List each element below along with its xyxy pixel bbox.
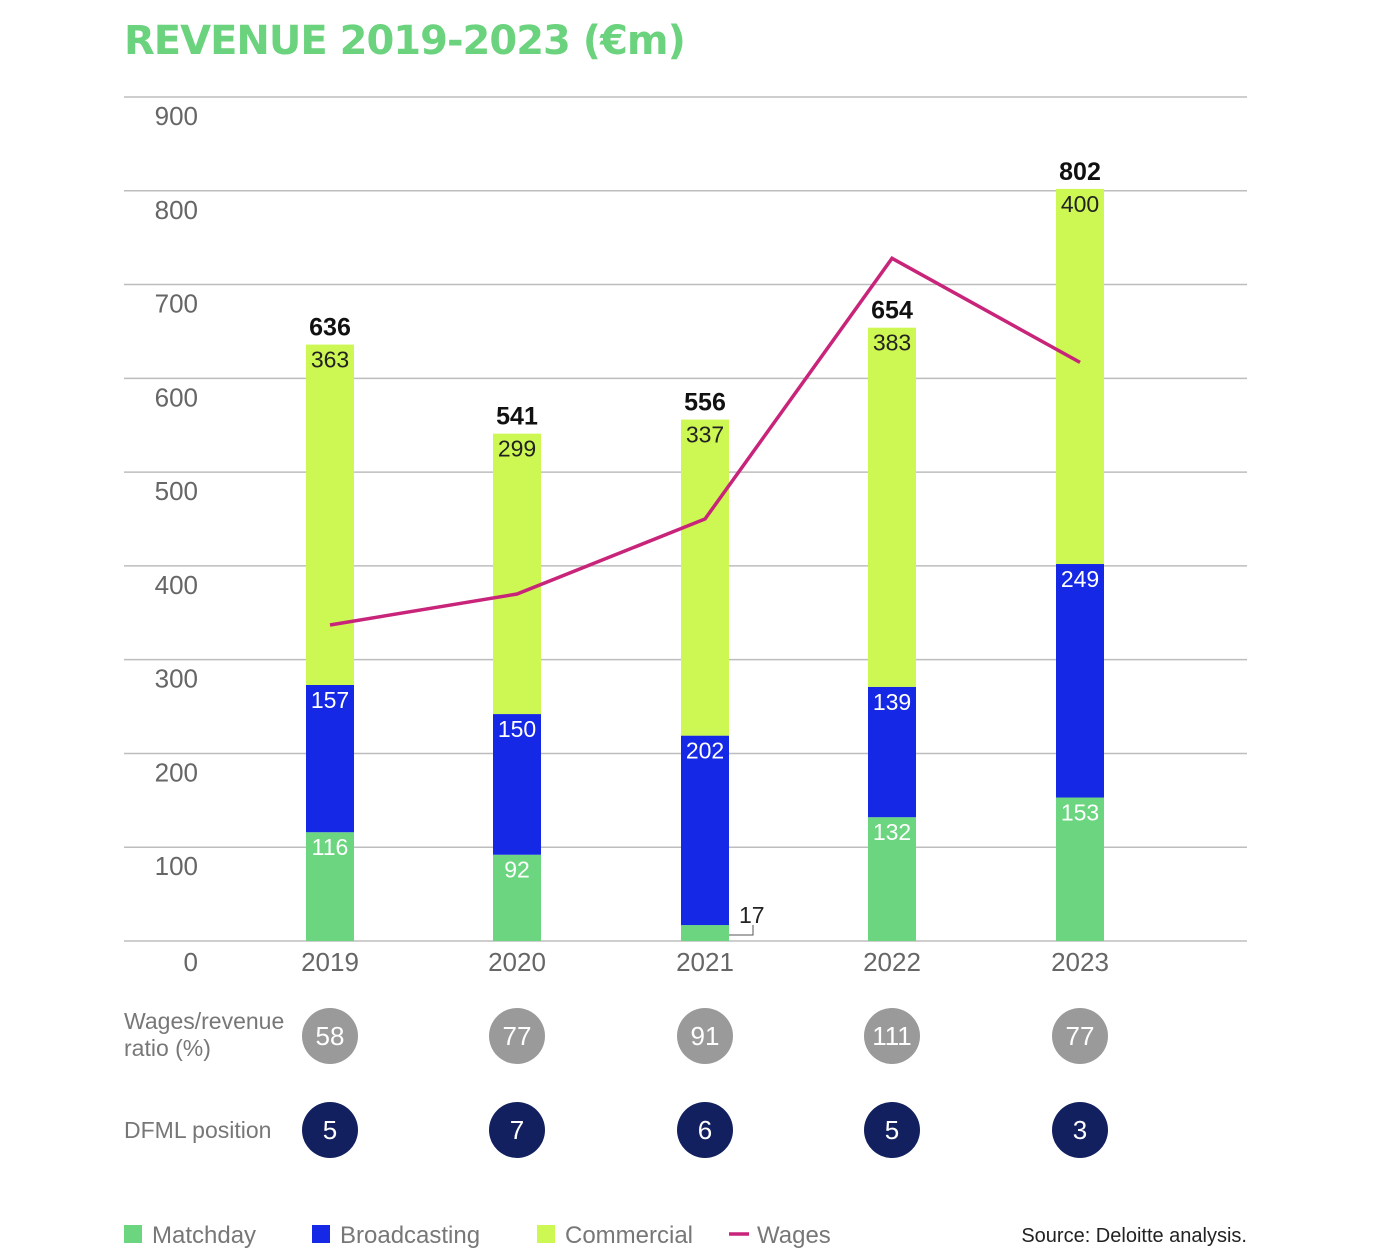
- x-tick-label: 2020: [488, 947, 546, 977]
- y-tick-label: 800: [155, 195, 198, 225]
- chart-title: REVENUE 2019-2023 (€m): [124, 18, 686, 64]
- y-tick-label: 100: [155, 851, 198, 881]
- dfml-position-value: 5: [885, 1115, 899, 1145]
- y-tick-label: 300: [155, 664, 198, 694]
- wages-ratio-label: ratio (%): [124, 1035, 211, 1061]
- x-tick-label: 2021: [676, 947, 734, 977]
- x-tick-label: 2019: [301, 947, 359, 977]
- wages-ratio-badge: [1052, 1008, 1108, 1064]
- source-note: Source: Deloitte analysis.: [1021, 1225, 1247, 1247]
- dfml-position-value: 7: [510, 1115, 524, 1145]
- wages-ratio-value: 111: [872, 1021, 912, 1051]
- dfml-position-badge: [864, 1102, 920, 1158]
- bar-segment-commercial: [493, 433, 541, 715]
- segment-value-label: 116: [312, 834, 349, 860]
- total-value-label: 654: [871, 297, 913, 325]
- y-tick-label: 900: [155, 101, 198, 131]
- segment-value-label: 363: [311, 347, 349, 373]
- bar-segment-matchday: [681, 925, 729, 941]
- segment-value-label: 92: [504, 857, 530, 883]
- wages-ratio-badge: [302, 1008, 358, 1064]
- y-tick-label: 0: [184, 947, 198, 977]
- y-tick-label: 600: [155, 382, 198, 412]
- bar-segment-commercial: [306, 344, 354, 685]
- bar-segment-matchday: [306, 832, 354, 941]
- segment-value-label: 139: [873, 689, 911, 715]
- dfml-position-value: 5: [323, 1115, 337, 1145]
- segment-value-label: 249: [1061, 566, 1099, 592]
- callout-line: [729, 925, 754, 936]
- segment-value-label: 153: [1061, 800, 1099, 826]
- bar-segment-commercial: [681, 419, 729, 736]
- wages-ratio-value: 91: [691, 1021, 720, 1051]
- dfml-position-badge: [1052, 1102, 1108, 1158]
- bar-segment-broadcasting: [1056, 564, 1104, 798]
- dfml-position-badge: [677, 1102, 733, 1158]
- y-tick-label: 400: [155, 570, 198, 600]
- segment-value-label: 383: [873, 330, 911, 356]
- dfml-position-badge: [489, 1102, 545, 1158]
- bar-segment-broadcasting: [868, 686, 916, 818]
- legend-label: Commercial: [565, 1222, 693, 1249]
- y-tick-label: 700: [155, 289, 198, 319]
- legend-swatch-broadcasting: [312, 1225, 330, 1243]
- x-tick-label: 2022: [863, 947, 921, 977]
- dfml-position-badge: [302, 1102, 358, 1158]
- wages-ratio-value: 77: [503, 1021, 532, 1051]
- total-value-label: 541: [496, 403, 538, 431]
- segment-value-label: 202: [686, 738, 724, 764]
- legend-swatch-commercial: [537, 1225, 555, 1243]
- wages-ratio-badge: [489, 1008, 545, 1064]
- bar-segment-matchday: [1056, 797, 1104, 941]
- bar-segment-broadcasting: [493, 714, 541, 855]
- legend-swatch-matchday: [124, 1225, 142, 1243]
- wages-ratio-badge: [677, 1008, 733, 1064]
- wages-line: [329, 256, 1081, 627]
- bar-segment-matchday: [868, 817, 916, 941]
- y-tick-label: 500: [155, 476, 198, 506]
- segment-value-label: 400: [1061, 191, 1099, 217]
- segment-value-label: 150: [498, 716, 536, 742]
- wages-ratio-label: Wages/revenue: [124, 1008, 284, 1034]
- bar-segment-commercial: [1056, 188, 1104, 565]
- segment-value-label: 299: [498, 436, 536, 462]
- legend-label: Broadcasting: [340, 1222, 480, 1249]
- dfml-position-label: DFML position: [124, 1117, 271, 1143]
- x-tick-label: 2023: [1051, 947, 1109, 977]
- bar-segment-broadcasting: [681, 735, 729, 926]
- total-value-label: 556: [684, 389, 726, 417]
- y-tick-label: 200: [155, 757, 198, 787]
- wages-ratio-value: 77: [1066, 1021, 1095, 1051]
- segment-value-label: 17: [739, 902, 765, 928]
- total-value-label: 636: [309, 314, 351, 342]
- bar-segment-commercial: [868, 327, 916, 687]
- wages-ratio-value: 58: [316, 1021, 345, 1051]
- segment-value-label: 157: [311, 687, 349, 713]
- legend-label: Wages: [757, 1222, 831, 1249]
- segment-value-label: 132: [873, 819, 911, 845]
- wages-ratio-badge: [864, 1008, 920, 1064]
- total-value-label: 802: [1059, 158, 1101, 186]
- bar-segment-broadcasting: [306, 684, 354, 833]
- dfml-position-value: 3: [1073, 1115, 1087, 1145]
- dfml-position-value: 6: [698, 1115, 712, 1145]
- segment-value-label: 337: [686, 422, 724, 448]
- legend-label: Matchday: [152, 1222, 256, 1249]
- bar-segment-matchday: [493, 854, 541, 941]
